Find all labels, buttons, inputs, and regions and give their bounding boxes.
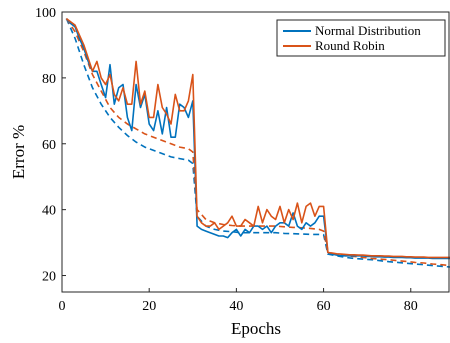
x-axis-ticks: 0 20 40 60 80: [59, 288, 418, 314]
series-line-dashed-2: [65, 18, 450, 268]
legend-label-round-robin: Round Robin: [315, 38, 385, 53]
x-axis-label: Epochs: [231, 319, 281, 338]
y-tick-label: 40: [42, 204, 56, 219]
legend-box: [276, 19, 446, 57]
x-tick-label: 80: [404, 299, 418, 314]
x-tick-label: 20: [142, 299, 156, 314]
axes-frame: [61, 11, 450, 293]
plot-lines: [65, 17, 450, 268]
y-tick-label: 100: [35, 6, 56, 21]
y-tick-label: 60: [42, 138, 56, 153]
y-axis-label: Error %: [9, 125, 28, 179]
x-tick-label: 0: [59, 299, 66, 314]
y-tick-label: 20: [42, 270, 56, 285]
x-tick-label: 40: [229, 299, 243, 314]
y-axis-ticks: 20 40 60 80 100: [35, 6, 66, 285]
legend: Normal Distribution Round Robin: [276, 19, 446, 57]
y-tick-label: 80: [42, 72, 56, 87]
legend-label-normal-distribution: Normal Distribution: [315, 23, 421, 38]
series-line-dashed-3: [65, 18, 450, 267]
series-line-1: [65, 17, 450, 259]
x-tick-label: 60: [317, 299, 331, 314]
series-line-0: [65, 18, 450, 260]
